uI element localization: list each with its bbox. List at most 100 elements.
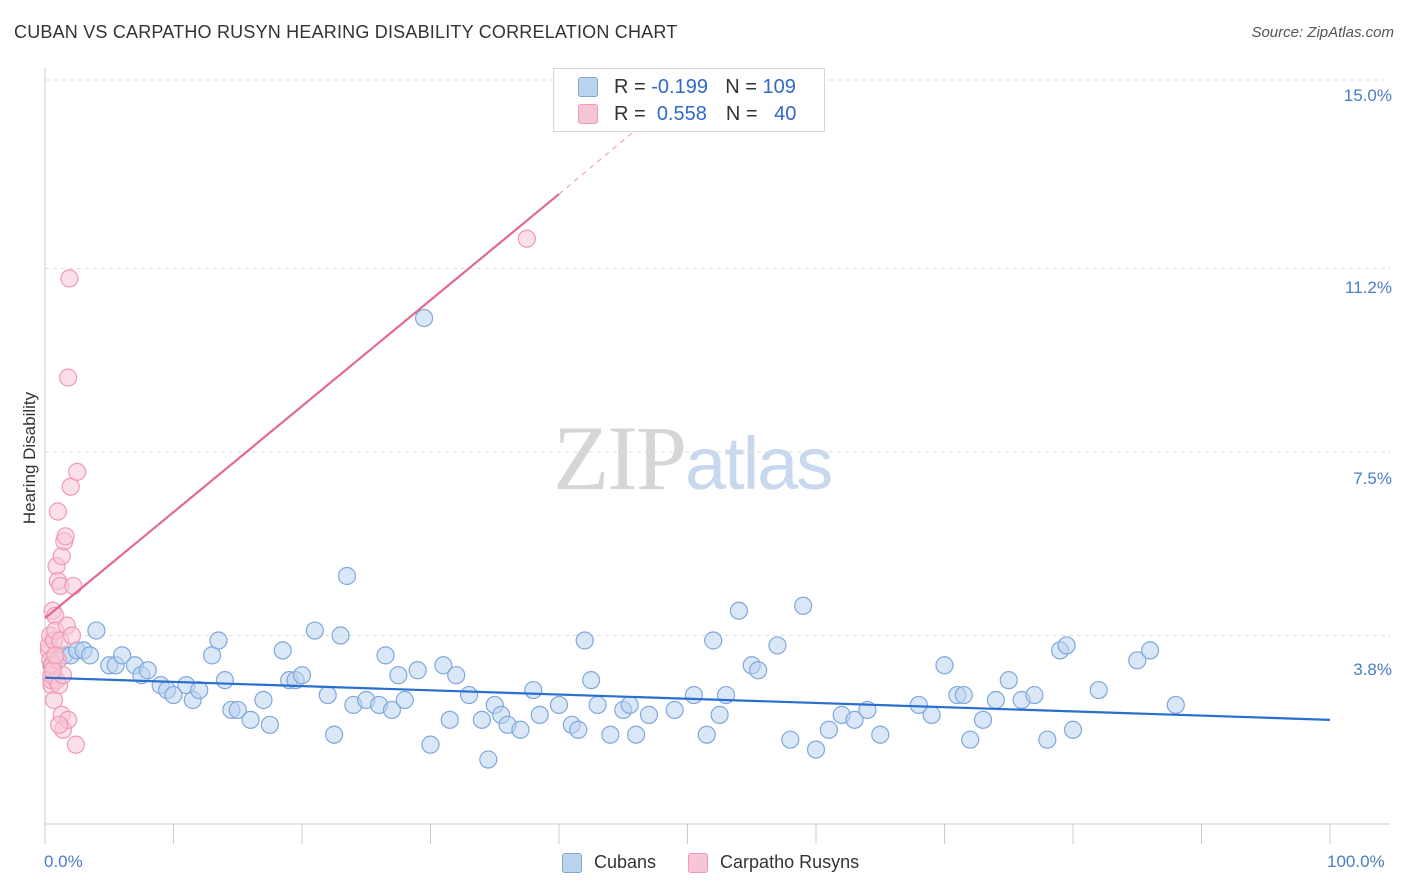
cuban-point [421,735,440,754]
cuban-point [215,671,234,690]
cuban-point [241,710,260,729]
rusyn-point [56,527,75,546]
cubans-swatch [578,77,598,97]
cuban-point [1166,695,1185,715]
cuban-point [325,725,344,744]
rusyn-point [517,229,536,248]
cuban-point [459,685,479,705]
cuban-point [472,710,491,729]
cuban-point [1063,720,1083,739]
r-value: 0.558 [656,102,707,125]
rusyn-point [48,502,67,521]
rusyn-point [66,735,85,754]
cuban-point [1038,730,1057,749]
r-label: R = [614,75,646,98]
cuban-point [260,715,279,734]
cuban-point [729,601,749,620]
rusyns-swatch [688,852,709,873]
cuban-point [318,685,337,705]
rusyn-point [43,661,62,680]
chart-title: CUBAN VS CARPATHO RUSYN HEARING DISABILI… [14,22,678,42]
cuban-point [768,636,787,655]
cuban-point [395,690,414,710]
y-tick-label: 15.0% [1343,86,1392,105]
cuban-point [569,720,588,739]
cuban-point [999,671,1018,690]
cuban-point [986,690,1006,710]
cuban-point [697,725,716,744]
cuban-point [190,680,209,700]
rusyns-swatch [578,104,598,124]
cuban-point [845,710,864,729]
cuban-point [447,666,466,685]
cuban-point [254,690,273,710]
legend-item-rusyns[interactable]: Carpatho Rusyns [688,852,859,873]
cuban-point [1140,641,1160,660]
n-value: 40 [774,102,797,125]
correlation-legend: R = -0.199 N = 109 R = 0.558 N = 40 [553,68,825,132]
cuban-point [112,646,132,665]
cubans-swatch [562,852,582,873]
cuban-point [794,596,813,615]
r-label: R = [614,102,646,125]
y-tick-label: 11.2% [1345,278,1392,297]
cuban-point [601,725,620,744]
cuban-point [639,705,659,724]
y-axis-label: Hearing Disability [20,391,39,525]
cuban-point [87,621,106,640]
x-tick-label: 100.0% [1327,852,1385,871]
cuban-point [164,685,183,705]
cuban-point [961,730,980,749]
cuban-point [626,725,646,744]
legend-row-cubans: R = -0.199 N = 109 [578,74,796,100]
cuban-point [305,621,324,640]
cuban-point [620,695,639,715]
rusyn-trend-line [44,193,560,620]
cuban-point [382,700,402,720]
cuban-point [1025,685,1044,705]
cuban-point [549,695,569,715]
cuban-point [511,720,530,739]
rusyn-trend-extension [558,129,637,195]
cuban-point [376,646,395,665]
cuban-point [434,656,453,675]
cuban-point [440,710,459,729]
rusyn-point [59,368,78,387]
y-tick-label: 3.8% [1353,660,1392,679]
source-label: Source: ZipAtlas.com [1251,24,1394,41]
legend-item-cubans[interactable]: Cubans [562,852,656,873]
cuban-trend-line [44,676,1331,721]
n-label: N = [725,75,757,98]
cuban-point [80,646,100,665]
legend-row-rusyns: R = 0.558 N = 40 [578,101,796,127]
cuban-point [479,750,498,769]
y-tick-label: 7.5% [1353,469,1392,488]
cuban-point [582,671,601,690]
rusyn-point [52,547,71,566]
x-tick-label: 0.0% [44,852,83,871]
n-label: N = [725,102,758,125]
rusyn-point [46,646,65,665]
cuban-point [806,740,826,759]
cuban-point [909,695,928,715]
rusyn-point [60,269,79,288]
cuban-point [575,631,594,650]
cuban-point [524,680,543,700]
cuban-point [922,705,941,724]
watermark-zip: ZIP [553,407,687,509]
legend-label: Cubans [594,852,657,872]
cuban-point [228,700,247,720]
cuban-point [408,661,427,680]
cuban-point [414,308,434,328]
cuban-point [710,705,729,724]
cuban-point [588,695,607,715]
series-legend: Cubans Carpatho Rusyns [562,852,891,873]
cuban-point [292,666,312,685]
r-value: -0.199 [651,75,708,98]
cuban-point [819,720,838,739]
cuban-point [337,566,357,586]
watermark: ZIPatlas [553,405,833,511]
rusyn-point [62,626,82,645]
n-value: 109 [762,75,796,98]
